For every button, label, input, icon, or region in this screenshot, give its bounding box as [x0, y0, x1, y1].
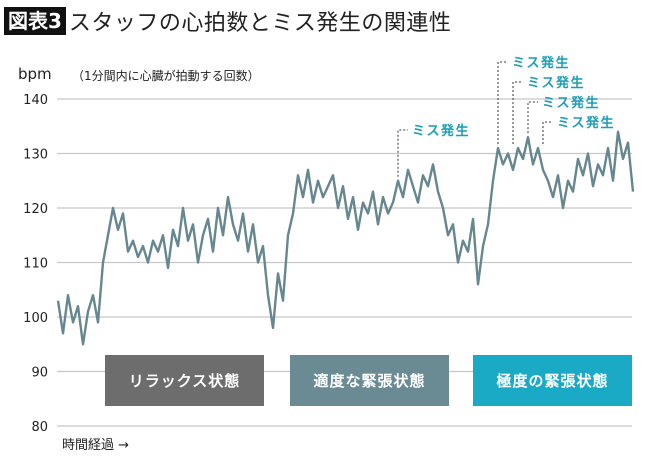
phase-label: 適度な緊張状態 [313, 372, 426, 390]
chart-title: 図表3 スタッフの心拍数とミス発生の関連性 [4, 6, 451, 36]
y-tick-label: 120 [23, 202, 48, 217]
figure-badge: 図表3 [4, 7, 66, 35]
y-tick-label: 100 [23, 311, 48, 326]
x-axis-label: 時間経過 → [62, 438, 130, 453]
phase-label: 極度の緊張状態 [496, 372, 609, 390]
annotation-leader [527, 101, 538, 134]
phase-box: 極度の緊張状態 [473, 355, 632, 406]
phase-label: リラックス状態 [128, 372, 241, 390]
annotation-label: ミス発生 [527, 75, 585, 91]
phase-box: 適度な緊張状態 [290, 355, 449, 406]
annotation-leader [497, 61, 508, 145]
annotation-leader [542, 121, 553, 145]
title-text: スタッフの心拍数とミス発生の関連性 [68, 11, 452, 36]
y-tick-label: 130 [23, 148, 48, 163]
y-tick-label: 90 [31, 366, 48, 381]
y-tick-label: 110 [23, 257, 48, 272]
heart-rate-line [56, 130, 635, 346]
annotation-label: ミス発生 [557, 115, 615, 131]
annotation-label: ミス発生 [542, 95, 600, 111]
y-axis-label: bpm [18, 65, 52, 83]
annotation-label: ミス発生 [512, 55, 570, 71]
phase-box: リラックス状態 [105, 355, 264, 406]
y-tick-label: 80 [31, 420, 48, 435]
annotation-leader [397, 129, 408, 177]
y-tick-label: 140 [23, 93, 48, 108]
y-axis-note: （1分間内に心臓が拍動する回数） [72, 69, 260, 83]
annotation-leader [512, 81, 523, 145]
annotation-label: ミス発生 [412, 123, 470, 139]
